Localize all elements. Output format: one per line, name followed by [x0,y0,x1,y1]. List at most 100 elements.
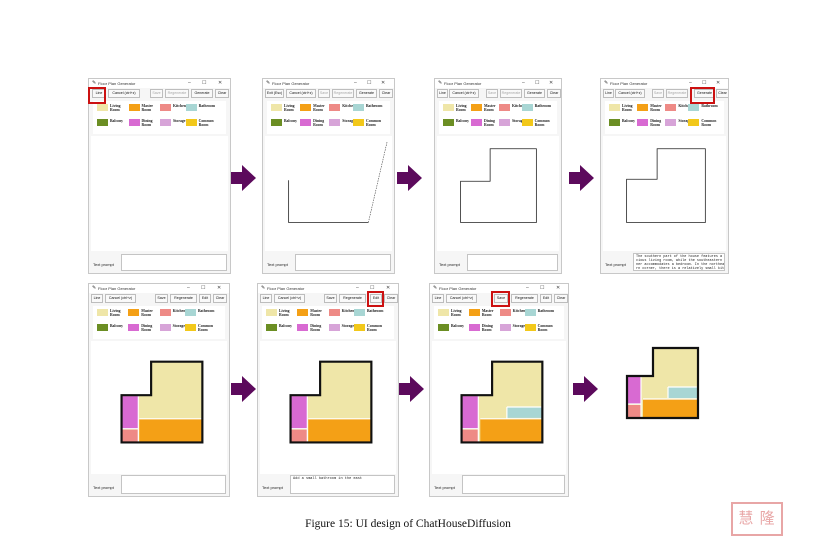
maximize-button[interactable]: ☐ [202,80,207,86]
save-button[interactable]: Save [155,294,168,303]
regenerate-button[interactable]: Regenerate [165,89,189,98]
close-button[interactable]: ✕ [556,285,561,291]
maximize-button[interactable]: ☐ [540,285,545,291]
generate-button[interactable]: Generate [356,89,377,98]
text-prompt-input[interactable]: Add a small bathroom in the east [290,475,395,494]
clear-button[interactable]: Clear [213,294,227,303]
minimize-button[interactable]: – [187,285,190,291]
cancel-button[interactable]: Cancel (ctrl+z) [446,294,477,303]
line-button[interactable]: Line [432,294,444,303]
legend-label: Common Room [198,119,214,127]
cancel-button[interactable]: Cancel (ctrl+z) [615,89,645,98]
exit-button[interactable]: Exit (Esc) [265,89,284,98]
save-button[interactable]: Save [324,294,337,303]
drawing-canvas[interactable] [432,341,566,474]
close-button[interactable]: ✕ [549,80,554,86]
edit-button[interactable]: Edit [370,294,382,303]
highlight-generate-button [690,87,715,104]
minimize-button[interactable]: – [526,285,529,291]
legend-label: Master Room [141,104,154,112]
drawing-canvas[interactable] [91,136,228,251]
text-prompt-input[interactable] [467,254,558,271]
legend-label: Bathroom [366,104,383,108]
minimize-button[interactable]: – [356,285,359,291]
text-prompt-input[interactable] [462,475,565,494]
minimize-button[interactable]: – [689,80,692,86]
minimize-button[interactable]: – [354,80,357,86]
legend-swatch [468,324,480,331]
line-button[interactable]: Line [260,294,272,303]
legend-swatch [300,104,312,111]
maximize-button[interactable]: ☐ [702,80,707,86]
save-button[interactable]: Save [150,89,163,98]
clear-button[interactable]: Clear [716,89,728,98]
close-button[interactable]: ✕ [381,80,386,86]
edit-button[interactable]: Edit [199,294,211,303]
clear-button[interactable]: Clear [554,294,568,303]
cancel-button[interactable]: Cancel (ctrl+z) [449,89,479,98]
cancel-button[interactable]: Cancel (ctrl+z) [105,294,136,303]
ui-step-1-window: ✎ Floor Plan Generator – ☐ ✕ Line Cancel… [88,78,231,274]
text-prompt-input[interactable] [121,475,226,494]
drawing-canvas[interactable] [260,341,396,474]
text-prompt-label: Text prompt [434,485,455,490]
regenerate-button[interactable]: Regenerate [332,89,354,98]
drawing-canvas[interactable] [91,341,227,474]
line-button[interactable]: Line [603,89,614,98]
maximize-button[interactable]: ☐ [201,285,206,291]
clear-button[interactable]: Clear [379,89,393,98]
cancel-button[interactable]: Cancel (ctrl+z) [108,89,140,98]
legend-label: Bathroom [534,104,552,108]
cancel-button[interactable]: Cancel (ctrl+z) [274,294,305,303]
legend-label: Common Room [534,119,550,127]
legend-swatch [128,104,140,111]
legend-swatch [128,309,140,316]
legend-label: Dining Room [481,324,493,332]
generate-button[interactable]: Generate [524,89,545,98]
legend-swatch [271,119,282,126]
legend-label: Common Room [366,119,381,127]
arrow-icon [231,165,256,191]
legend-label: Bathroom [367,309,384,313]
close-button[interactable]: ✕ [716,80,721,86]
save-button[interactable]: Save [318,89,330,98]
line-button[interactable]: Line [91,294,103,303]
save-button[interactable]: Save [494,294,508,303]
close-button[interactable]: ✕ [217,285,222,291]
text-prompt-input[interactable] [121,254,227,271]
legend-swatch [328,324,340,331]
maximize-button[interactable]: ☐ [535,80,540,86]
minimize-button[interactable]: – [188,80,191,86]
drawing-canvas[interactable] [437,136,559,251]
room-legend: Living Room Master Room Kitchen Bathroom Bal… [439,101,557,134]
save-button[interactable]: Save [486,89,498,98]
legend-swatch [498,104,510,111]
drawing-canvas[interactable] [265,136,392,251]
regenerate-button[interactable]: Regenerate [339,294,366,303]
feather-icon: ✎ [266,80,271,86]
drawing-canvas[interactable] [603,136,726,251]
close-button[interactable]: ✕ [386,285,391,291]
regenerate-button[interactable]: Regenerate [170,294,197,303]
regenerate-button[interactable]: Regenerate [500,89,522,98]
save-button[interactable]: Save [652,89,664,98]
edit-button[interactable]: Edit [540,294,552,303]
title-bar: ✎ Floor Plan Generator – ☐ ✕ [435,79,561,88]
legend-swatch [353,104,364,111]
regenerate-button[interactable]: Regenerate [666,89,688,98]
clear-button[interactable]: Clear [384,294,398,303]
maximize-button[interactable]: ☐ [370,285,375,291]
close-button[interactable]: ✕ [218,80,223,86]
clear-button[interactable]: Clear [215,89,229,98]
text-prompt-input[interactable]: The southern part of the house features … [633,253,725,271]
cancel-button[interactable]: Cancel (ctrl+z) [286,89,316,98]
generate-button[interactable]: Generate [191,89,213,98]
toolbar: Line Cancel (ctrl+z) Save Regenerate Edi… [258,294,398,304]
regenerate-button[interactable]: Regenerate [511,294,538,303]
line-button[interactable]: Line [437,89,448,98]
legend-label: Common Room [198,324,213,332]
minimize-button[interactable]: – [522,80,525,86]
maximize-button[interactable]: ☐ [367,80,372,86]
clear-button[interactable]: Clear [547,89,561,98]
text-prompt-input[interactable] [295,254,391,271]
